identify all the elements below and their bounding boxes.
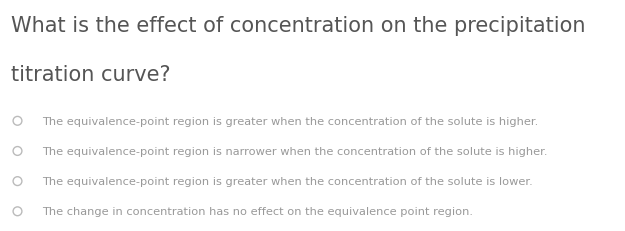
Text: What is the effect of concentration on the precipitation: What is the effect of concentration on t… (11, 16, 586, 36)
Text: The change in concentration has no effect on the equivalence point region.: The change in concentration has no effec… (42, 206, 474, 216)
Text: The equivalence-point region is narrower when the concentration of the solute is: The equivalence-point region is narrower… (42, 146, 548, 156)
Text: The equivalence-point region is greater when the concentration of the solute is : The equivalence-point region is greater … (42, 116, 539, 126)
Text: titration curve?: titration curve? (11, 65, 171, 85)
Text: The equivalence-point region is greater when the concentration of the solute is : The equivalence-point region is greater … (42, 176, 533, 186)
